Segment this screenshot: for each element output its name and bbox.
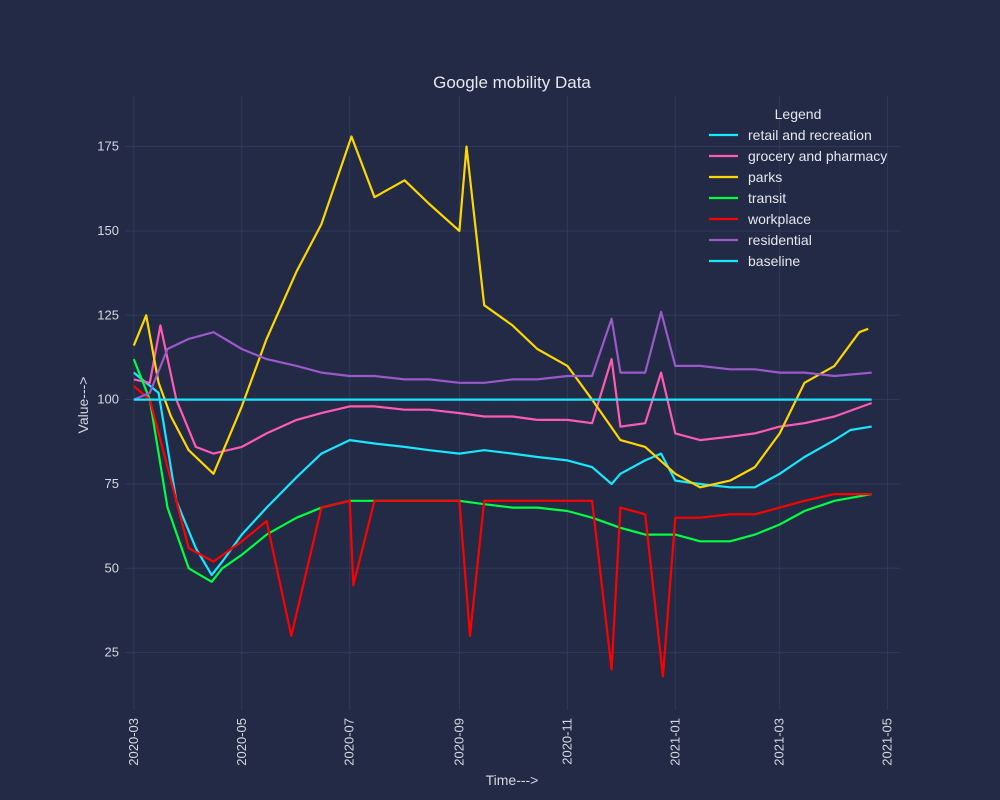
- series-line-grocery-and-pharmacy: [133, 324, 873, 455]
- legend: Legend retail and recreation grocery and …: [709, 106, 887, 269]
- legend-label-workplace: workplace: [747, 211, 811, 227]
- x-tick-label: 2020-03: [126, 718, 141, 766]
- x-axis-title: Time--->: [486, 772, 539, 788]
- y-tick-label: 175: [97, 139, 119, 154]
- series-lines: [132, 135, 873, 678]
- x-tick-label: 2020-05: [234, 718, 249, 766]
- y-axis-title: Value--->: [75, 377, 91, 434]
- series-line-workplace: [133, 385, 872, 678]
- chart-title: Google mobility Data: [433, 73, 591, 92]
- legend-label-transit: transit: [748, 190, 786, 206]
- series-line-residential: [133, 310, 872, 401]
- x-tick-label: 2021-05: [880, 718, 895, 766]
- legend-label-retail-and-recreation: retail and recreation: [748, 127, 872, 143]
- y-tick-label: 75: [105, 476, 119, 491]
- x-tick-label: 2020-07: [342, 718, 357, 766]
- y-tick-label: 150: [97, 223, 119, 238]
- series-line-parks: [132, 135, 869, 489]
- y-tick-label: 25: [105, 645, 119, 660]
- legend-label-residential: residential: [748, 232, 812, 248]
- axis-ticks: 25 50 75 100 125 150 175 2020-03 2020-05 2020-07 2…: [97, 139, 894, 766]
- legend-label-parks: parks: [748, 169, 782, 185]
- series-line-retail-and-recreation: [133, 371, 872, 577]
- legend-label-baseline: baseline: [748, 253, 800, 269]
- x-tick-label: 2020-11: [559, 718, 574, 765]
- y-tick-label: 100: [97, 392, 119, 407]
- x-tick-label: 2021-03: [772, 718, 787, 766]
- legend-title: Legend: [775, 106, 822, 122]
- y-tick-label: 50: [105, 560, 119, 575]
- x-tick-label: 2021-01: [667, 718, 682, 766]
- y-tick-label: 125: [97, 307, 119, 322]
- series-line-transit: [132, 358, 872, 583]
- gridlines: [125, 96, 900, 710]
- x-tick-label: 2020-09: [451, 718, 466, 766]
- legend-label-grocery-and-pharmacy: grocery and pharmacy: [748, 148, 887, 164]
